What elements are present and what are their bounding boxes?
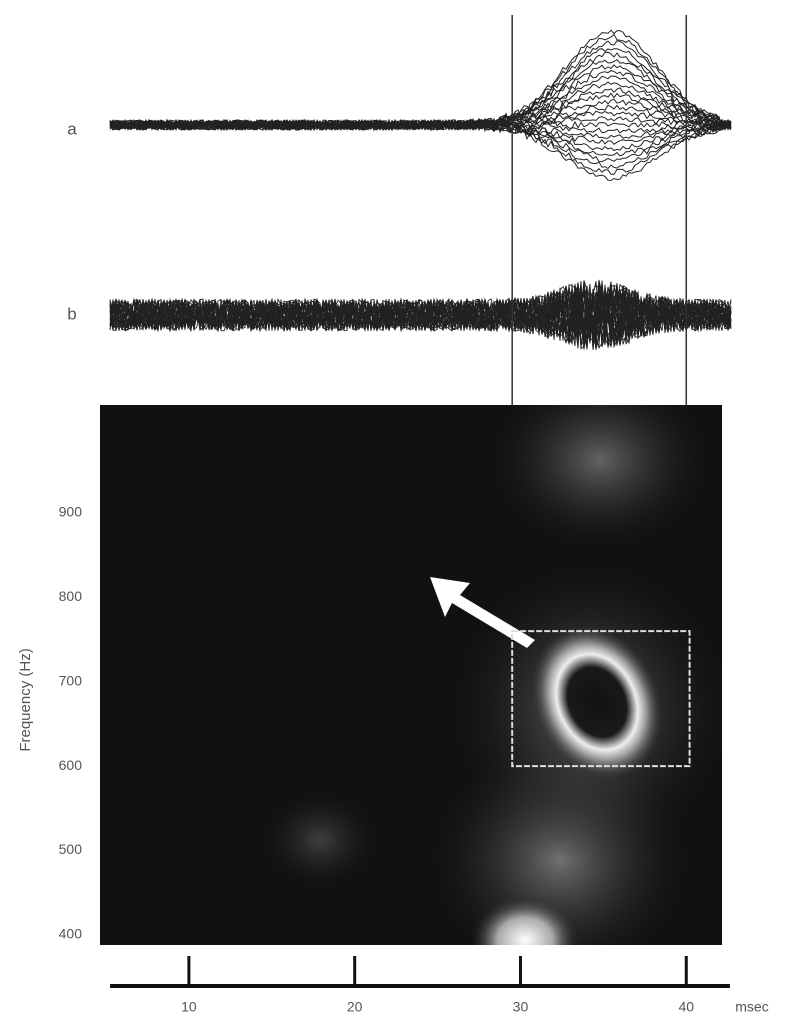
y-tick-label: 600 xyxy=(59,757,83,773)
x-axis-label: msec xyxy=(735,999,768,1015)
y-tick-label: 400 xyxy=(59,926,83,942)
x-tick-label: 20 xyxy=(347,999,363,1015)
x-tick-label: 30 xyxy=(513,999,529,1015)
panel-label: a xyxy=(67,119,77,138)
x-tick-label: 40 xyxy=(678,999,694,1015)
panel-label: b xyxy=(67,304,76,323)
y-tick-label: 500 xyxy=(59,841,83,857)
x-tick-label: 10 xyxy=(181,999,197,1015)
y-tick-label: 700 xyxy=(59,672,83,688)
y-axis-label: Frequency (Hz) xyxy=(17,648,34,751)
trace-a xyxy=(110,30,731,130)
spectrogram xyxy=(100,370,730,985)
figure: a b 400 500 600 700 800 900 Frequency (Hz) 10 20 30… xyxy=(0,0,786,1017)
y-tick-label: 900 xyxy=(59,504,83,520)
trace-a xyxy=(110,52,731,130)
y-tick-label: 800 xyxy=(59,588,83,604)
